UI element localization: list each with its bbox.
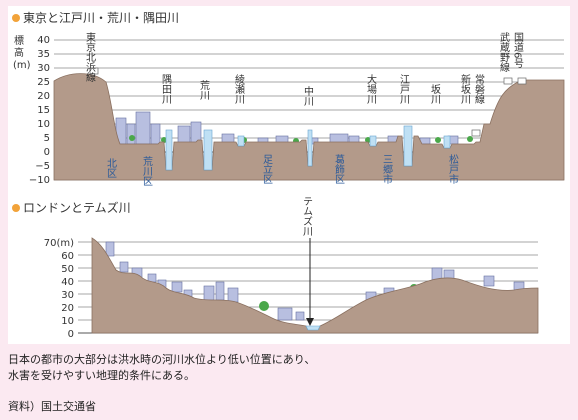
svg-text:テムズ川: テムズ川 [301, 196, 313, 236]
ward-label: 北区 [105, 158, 117, 178]
svg-text:荒川区: 荒川区 [141, 156, 153, 186]
tick-label: 10 [61, 316, 74, 327]
svg-text:綾瀬川: 綾瀬川 [233, 73, 245, 104]
tick-label: 30 [37, 63, 50, 74]
svg-text:足立区: 足立区 [261, 154, 273, 184]
tick-label: 0 [68, 329, 74, 340]
tick-label: 50 [61, 264, 74, 275]
london-title: ロンドンとテムズ川 [23, 200, 131, 215]
tokyo-y-axis-label: 標 高 (m) [13, 34, 31, 71]
svg-text:標: 標 [14, 34, 24, 47]
svg-text:大場川: 大場川 [365, 73, 377, 104]
tick-label: 25 [37, 77, 50, 88]
svg-text:武蔵野線: 武蔵野線 [498, 31, 510, 72]
tick-label: 30 [61, 290, 74, 301]
ward-label: 三郷市 [381, 154, 393, 185]
ward-label: 足立区 [261, 154, 273, 184]
river-label: 江戸川 [398, 74, 410, 104]
river-label: 坂川 [429, 84, 441, 104]
svg-text:中川: 中川 [302, 85, 314, 106]
svg-text:北区: 北区 [105, 158, 117, 178]
svg-text:常磐線: 常磐線 [473, 73, 485, 104]
tick-label: −5 [35, 161, 50, 172]
svg-text:高: 高 [14, 46, 24, 59]
rail-marker-icon [471, 129, 481, 137]
rail-label: 武蔵野線 [498, 31, 510, 72]
tick-label: 35 [37, 49, 50, 60]
tokyo-river-water [165, 125, 451, 171]
tick-label: 5 [44, 133, 50, 144]
source-note: 資料）国土交通省 [8, 400, 96, 413]
bullet-icon [12, 14, 20, 22]
river-label: 中川 [302, 85, 314, 106]
tokyo-title: 東京と江戸川・荒川・隅田川 [23, 11, 179, 25]
river-label: 荒川 [198, 80, 210, 100]
svg-text:隅田川: 隅田川 [160, 74, 172, 104]
river-label: 大場川 [365, 73, 377, 104]
figure-panel: 東京と江戸川・荒川・隅田川 標 高 (m) 40 35 30 25 20 15 … [8, 6, 570, 344]
river-labels: 隅田川 荒川 綾瀬川 中川 大場川 江戸川 坂川 新坂川 [160, 73, 471, 106]
tokyo-section: 東京と江戸川・荒川・隅田川 標 高 (m) 40 35 30 25 20 15 … [12, 11, 565, 186]
tick-label: −10 [29, 175, 50, 186]
caption-line: 水害を受けやすい地理的条件にある。 [8, 369, 195, 382]
ward-label: 葛飾区 [333, 153, 345, 184]
arrow-down-icon [306, 318, 314, 326]
svg-text:(m): (m) [13, 60, 31, 71]
rail-labels: 東京北浜線 常磐線 武蔵野線 国道6号 [84, 31, 524, 104]
tick-label: 0 [44, 147, 50, 158]
tick-label: 60 [61, 251, 74, 262]
tokyo-terrain [53, 73, 565, 181]
rail-marker-icon [503, 77, 513, 85]
thames-water [305, 325, 321, 331]
svg-text:東京北浜線: 東京北浜線 [84, 31, 96, 82]
svg-text:荒川: 荒川 [198, 80, 210, 100]
tick-label: 15 [37, 105, 50, 116]
rail-label: 常磐線 [473, 73, 485, 104]
london-terrain [91, 237, 539, 334]
svg-text:国道6号: 国道6号 [512, 32, 524, 69]
tick-label: 20 [37, 91, 50, 102]
river-label: 綾瀬川 [233, 73, 245, 104]
london-section: ロンドンとテムズ川 70(m) 60 50 40 30 20 10 0 [12, 196, 539, 340]
diagram-canvas: 東京と江戸川・荒川・隅田川 標 高 (m) 40 35 30 25 20 15 … [12, 11, 565, 340]
svg-text:葛飾区: 葛飾区 [333, 153, 345, 184]
svg-text:新坂川: 新坂川 [459, 73, 471, 104]
ward-label: 荒川区 [141, 156, 153, 186]
svg-text:坂川: 坂川 [429, 84, 441, 104]
tick-label: 40 [61, 277, 74, 288]
tick-label: 70(m) [44, 238, 74, 249]
ward-label: 松戸市 [447, 153, 459, 185]
ward-labels: 北区 荒川区 足立区 葛飾区 三郷市 松戸市 [105, 153, 459, 186]
svg-text:松戸市: 松戸市 [447, 153, 459, 185]
river-label: 隅田川 [160, 74, 172, 104]
tick-label: 10 [37, 119, 50, 130]
tick-label: 20 [61, 303, 74, 314]
river-label: 新坂川 [459, 73, 471, 104]
london-y-ticks: 70(m) 60 50 40 30 20 10 0 [44, 238, 74, 340]
rail-marker-icon [89, 67, 99, 75]
svg-text:江戸川: 江戸川 [398, 74, 410, 104]
bullet-icon [12, 204, 20, 212]
thames-label: テムズ川 [301, 196, 313, 236]
rail-label: 国道6号 [512, 32, 524, 69]
tick-label: 40 [37, 35, 50, 46]
caption: 日本の都市の大部分は洪水時の河川水位より低い位置にあり、 水害を受けやすい地理的… [8, 352, 568, 384]
rail-markers [89, 67, 527, 137]
rail-label: 東京北浜線 [84, 31, 96, 82]
svg-text:三郷市: 三郷市 [381, 154, 393, 185]
rail-marker-icon [517, 77, 527, 85]
caption-line: 日本の都市の大部分は洪水時の河川水位より低い位置にあり、 [8, 353, 316, 366]
tokyo-y-ticks: 40 35 30 25 20 15 10 5 0 −5 −10 [29, 35, 50, 186]
